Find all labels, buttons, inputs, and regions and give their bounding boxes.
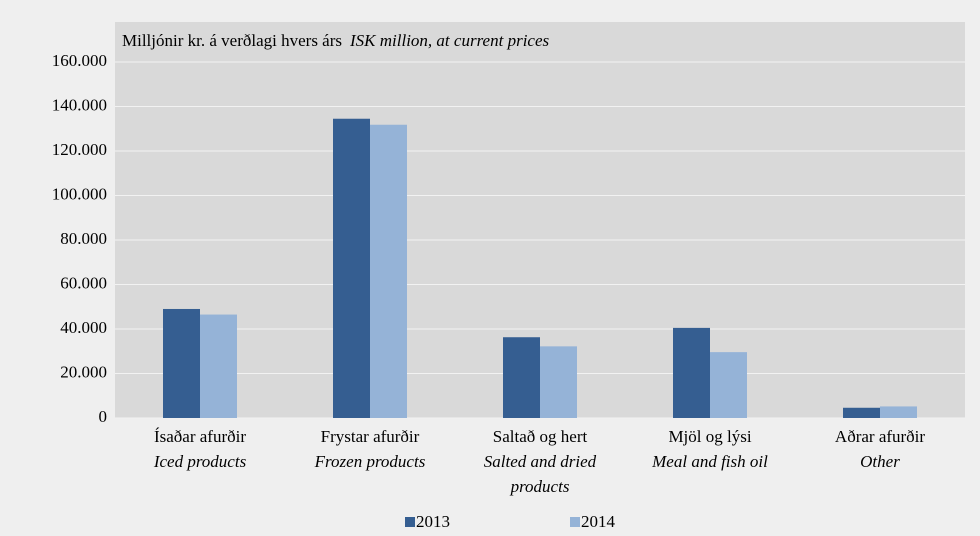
category-is: Saltað og hert — [492, 427, 588, 446]
bar — [333, 118, 370, 419]
x-tick-label: Saltað og hert Salted and dried products — [455, 424, 625, 499]
category-en: Iced products — [153, 452, 247, 471]
y-tick-label: 60.000 — [60, 273, 107, 292]
category-en: Other — [860, 452, 900, 471]
legend-swatch — [405, 517, 415, 527]
bar — [710, 352, 747, 418]
x-tick-label: Ísaðar afurðir Iced products — [115, 424, 285, 474]
bar — [540, 346, 577, 418]
category-is: Aðrar afurðir — [834, 427, 926, 446]
bar — [163, 308, 200, 418]
category-is: Mjöl og lýsi — [668, 427, 752, 446]
y-tick-label: 100.000 — [52, 184, 107, 203]
category-en: Frozen products — [314, 452, 426, 471]
legend-label: 2014 — [581, 512, 616, 531]
category-en: Meal and fish oil — [652, 452, 768, 471]
legend-swatch — [570, 517, 580, 527]
legend-label: 2013 — [416, 512, 450, 531]
category-is: Ísaðar afurðir — [153, 427, 247, 446]
category-is: Frystar afurðir — [320, 427, 420, 446]
y-axis-label-is: Milljónir kr. á verðlagi hvers árs — [122, 31, 342, 50]
bar — [843, 407, 880, 418]
category-en: Salted and dried products — [483, 452, 597, 496]
x-tick-label: Frystar afurðir Frozen products — [285, 424, 455, 474]
y-tick-label: 120.000 — [52, 140, 107, 159]
bar — [503, 337, 540, 418]
y-axis-label: Milljónir kr. á verðlagi hvers árs ISK mi… — [122, 31, 550, 50]
y-tick-label: 160.000 — [52, 51, 107, 70]
x-tick-label: Mjöl og lýsi Meal and fish oil — [625, 424, 795, 474]
y-tick-label: 0 — [99, 407, 108, 426]
y-tick-label: 80.000 — [60, 229, 107, 248]
x-tick-label: Aðrar afurðir Other — [795, 424, 965, 474]
bar — [200, 314, 237, 418]
y-axis-label-en: ISK million, at current prices — [349, 31, 549, 50]
bar — [370, 124, 407, 419]
bar — [673, 327, 710, 418]
y-tick-label: 140.000 — [52, 95, 107, 114]
bar — [880, 406, 917, 418]
y-tick-label: 40.000 — [60, 318, 107, 337]
y-tick-label: 20.000 — [60, 362, 107, 381]
